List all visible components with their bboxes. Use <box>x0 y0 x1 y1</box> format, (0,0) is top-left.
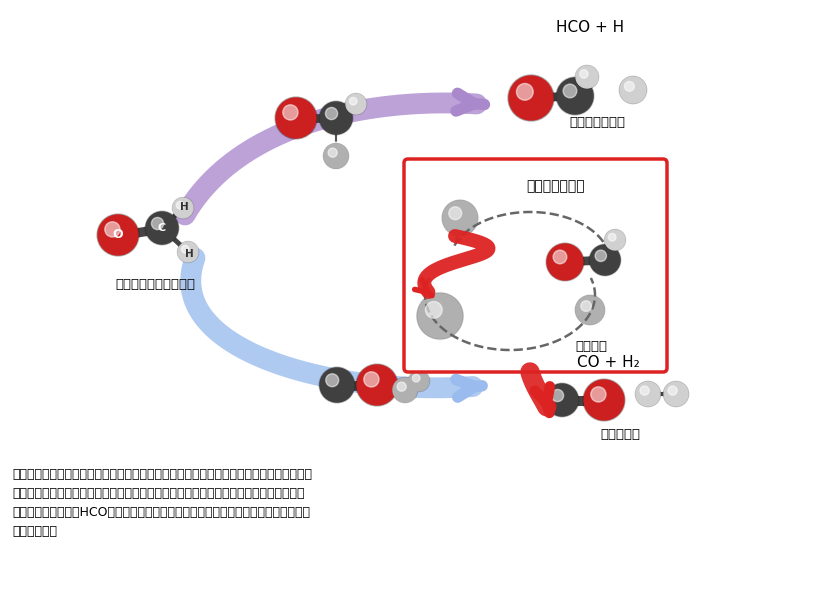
Circle shape <box>364 372 378 387</box>
Circle shape <box>181 246 188 253</box>
Circle shape <box>545 243 583 281</box>
Circle shape <box>553 250 566 264</box>
Circle shape <box>635 382 660 406</box>
Circle shape <box>448 206 461 220</box>
Circle shape <box>640 386 649 395</box>
Circle shape <box>636 382 659 406</box>
Circle shape <box>173 198 192 218</box>
Text: HCO + H: HCO + H <box>555 20 623 35</box>
Circle shape <box>319 101 352 135</box>
Circle shape <box>563 84 576 98</box>
Text: 分子性解離: 分子性解離 <box>600 428 639 441</box>
Circle shape <box>325 374 338 386</box>
Circle shape <box>146 212 178 244</box>
Circle shape <box>608 234 615 241</box>
Circle shape <box>556 78 592 114</box>
Circle shape <box>604 229 625 250</box>
Circle shape <box>392 378 417 402</box>
Circle shape <box>604 230 624 250</box>
Circle shape <box>283 105 297 120</box>
Circle shape <box>152 217 164 229</box>
Circle shape <box>441 200 477 236</box>
Text: では水素原子がHCOの周りを自由に歩き回る余分な運動をしながら、反応が進行: では水素原子がHCOの周りを自由に歩き回る余分な運動をしながら、反応が進行 <box>12 506 310 519</box>
Circle shape <box>356 365 396 405</box>
Circle shape <box>325 107 337 120</box>
Circle shape <box>319 367 355 403</box>
Circle shape <box>105 222 120 237</box>
Circle shape <box>575 66 598 88</box>
Circle shape <box>324 144 347 168</box>
Circle shape <box>408 370 429 391</box>
Circle shape <box>396 382 405 391</box>
Circle shape <box>328 148 337 157</box>
Circle shape <box>580 301 590 311</box>
Circle shape <box>555 77 593 115</box>
Circle shape <box>416 293 463 339</box>
Circle shape <box>623 81 634 92</box>
Circle shape <box>319 102 351 134</box>
Circle shape <box>582 379 624 421</box>
Circle shape <box>663 382 687 406</box>
Text: H: H <box>179 202 188 212</box>
Circle shape <box>355 364 397 406</box>
Circle shape <box>276 98 315 138</box>
Circle shape <box>412 374 419 382</box>
Text: H: H <box>184 249 193 259</box>
Circle shape <box>575 296 604 324</box>
Circle shape <box>583 380 623 420</box>
Circle shape <box>319 368 354 402</box>
Text: ローミング過程: ローミング過程 <box>526 179 585 193</box>
Circle shape <box>589 244 620 276</box>
Circle shape <box>274 97 317 139</box>
Circle shape <box>590 245 619 275</box>
Circle shape <box>346 94 365 114</box>
Circle shape <box>418 294 461 338</box>
Circle shape <box>176 202 183 209</box>
Text: C: C <box>158 223 166 233</box>
Circle shape <box>145 211 179 245</box>
Text: ギー障壁の最も低いルートを経由して速やかに進行するのに対し、ローミング過程: ギー障壁の最も低いルートを経由して速やかに進行するのに対し、ローミング過程 <box>12 487 304 500</box>
Circle shape <box>618 76 646 104</box>
Circle shape <box>345 93 366 114</box>
Circle shape <box>667 386 676 395</box>
Circle shape <box>545 383 578 417</box>
Circle shape <box>619 77 645 103</box>
Text: O: O <box>112 229 123 241</box>
Text: CO + H₂: CO + H₂ <box>576 355 639 370</box>
Circle shape <box>97 214 139 256</box>
Circle shape <box>516 84 532 100</box>
Circle shape <box>425 302 441 318</box>
Text: ホルムアルデヒド分子: ホルムアルデヒド分子 <box>115 278 195 291</box>
Circle shape <box>349 98 356 105</box>
Text: します。: します。 <box>12 525 57 538</box>
Circle shape <box>442 201 477 235</box>
Text: ラジカル性解離: ラジカル性解離 <box>568 116 624 129</box>
Circle shape <box>98 215 138 255</box>
Circle shape <box>590 387 605 402</box>
Circle shape <box>595 250 606 261</box>
Circle shape <box>546 244 582 280</box>
FancyBboxPatch shape <box>404 159 666 372</box>
Circle shape <box>177 241 198 262</box>
Circle shape <box>545 384 577 416</box>
Circle shape <box>323 143 348 169</box>
Text: 水素原子: 水素原子 <box>575 340 607 353</box>
Circle shape <box>575 66 597 88</box>
Circle shape <box>178 242 197 262</box>
Circle shape <box>509 76 552 120</box>
Circle shape <box>409 371 428 391</box>
Circle shape <box>507 75 554 121</box>
Text: 図１　ホルムアルデヒド分子の解離反応の模式図。分子性解離とラジカル性解離がエネル: 図１ ホルムアルデヒド分子の解離反応の模式図。分子性解離とラジカル性解離がエネル <box>12 468 311 481</box>
Circle shape <box>579 70 587 78</box>
Circle shape <box>550 389 563 402</box>
Circle shape <box>392 377 417 403</box>
Circle shape <box>575 296 604 324</box>
Circle shape <box>663 382 688 406</box>
Circle shape <box>172 197 193 219</box>
